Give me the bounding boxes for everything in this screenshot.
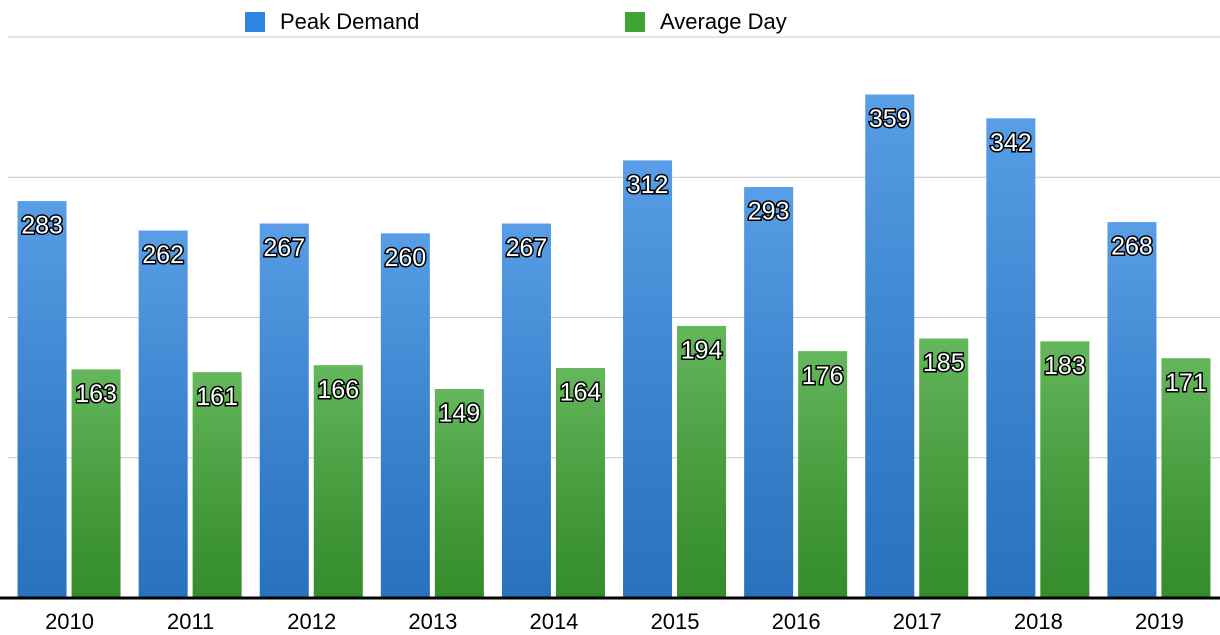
- bar-shine: [434, 389, 484, 598]
- bar-shine: [1040, 341, 1090, 598]
- value-label: 194: [681, 337, 723, 365]
- bar-shine: [259, 223, 309, 598]
- value-label: 283: [21, 212, 63, 240]
- value-label: 267: [263, 234, 305, 262]
- bar-shine: [555, 367, 605, 598]
- bar-shine: [138, 230, 188, 599]
- legend-swatch: [245, 12, 265, 32]
- x-tick-label: 2013: [408, 609, 457, 634]
- value-label: 185: [923, 349, 965, 377]
- x-tick-label: 2010: [45, 609, 94, 634]
- x-tick-label: 2015: [651, 609, 700, 634]
- value-label: 164: [560, 379, 602, 407]
- bar-shine: [798, 351, 848, 598]
- legend-swatch: [625, 12, 645, 32]
- x-tick-label: 2011: [167, 609, 214, 634]
- legend-label: Peak Demand: [280, 9, 419, 34]
- bar-shine: [919, 338, 969, 598]
- bar-shine: [986, 118, 1036, 598]
- value-label: 171: [1165, 369, 1207, 397]
- value-label: 267: [506, 234, 548, 262]
- bar-shine: [313, 365, 363, 598]
- value-label: 163: [75, 380, 117, 408]
- x-tick-label: 2012: [287, 609, 336, 634]
- bar-shine: [1107, 222, 1157, 598]
- value-label: 342: [990, 129, 1032, 157]
- x-tick-label: 2017: [893, 609, 942, 634]
- value-label: 262: [142, 241, 184, 269]
- value-label: 161: [196, 383, 238, 411]
- value-label: 166: [317, 376, 359, 404]
- bar-shine: [192, 372, 242, 598]
- legend-label: Average Day: [660, 9, 787, 34]
- bar-shine: [71, 369, 121, 598]
- x-tick-label: 2016: [772, 609, 821, 634]
- value-label: 176: [802, 362, 844, 390]
- bar-shine: [865, 94, 915, 598]
- bar-shine: [677, 325, 727, 598]
- value-label: 312: [627, 171, 669, 199]
- bar-shine: [17, 201, 67, 598]
- bar-shine: [380, 233, 430, 598]
- bar-shine: [1161, 358, 1211, 598]
- value-label: 260: [384, 244, 426, 272]
- value-label: 359: [869, 105, 911, 133]
- value-label: 183: [1044, 352, 1086, 380]
- bar-shine: [744, 187, 794, 598]
- value-label: 293: [748, 198, 790, 226]
- bar-shine: [623, 160, 673, 599]
- x-tick-label: 2014: [529, 609, 578, 634]
- x-tick-label: 2018: [1014, 609, 1063, 634]
- value-label: 268: [1111, 233, 1153, 261]
- x-tick-label: 2019: [1135, 609, 1184, 634]
- value-label: 149: [438, 400, 480, 428]
- bar-shine: [501, 223, 551, 598]
